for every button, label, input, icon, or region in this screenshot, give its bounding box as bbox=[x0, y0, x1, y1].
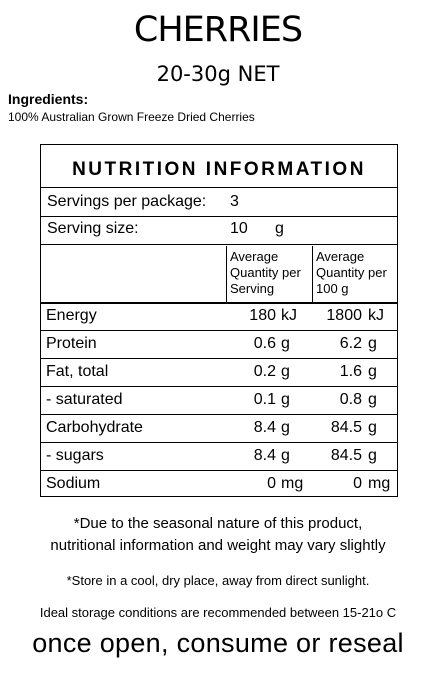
column-header-line: 100 g bbox=[316, 281, 349, 296]
storage-conditions-note: Ideal storage conditions are recommended… bbox=[39, 605, 397, 620]
row-unit-100g: g bbox=[368, 419, 377, 436]
row-unit-100g: g bbox=[368, 363, 377, 380]
row-value-serving: 180 bbox=[249, 307, 276, 324]
row-value-100g: 84.5 bbox=[330, 419, 362, 436]
column-header-line: Average bbox=[316, 249, 365, 264]
row-unit-serving: g bbox=[281, 335, 290, 352]
row-divider bbox=[41, 330, 397, 331]
row-divider bbox=[41, 470, 397, 471]
servings-label: Servings per package: bbox=[47, 193, 207, 210]
row-value-serving: 8.4 bbox=[253, 419, 276, 436]
row-label: Energy bbox=[46, 307, 97, 324]
nutrition-title: NUTRITION INFORMATION bbox=[72, 159, 366, 180]
row-value-serving: 8.4 bbox=[253, 447, 276, 464]
ingredients-title: Ingredients: bbox=[8, 91, 89, 107]
divider bbox=[41, 244, 397, 245]
row-unit-100g: g bbox=[368, 335, 377, 352]
row-unit-serving: g bbox=[281, 419, 290, 436]
row-value-serving: 0.1 bbox=[253, 391, 276, 408]
row-unit-100g: g bbox=[368, 447, 377, 464]
row-value-100g: 0.8 bbox=[339, 391, 362, 408]
seasonal-note-line: *Due to the seasonal nature of this prod… bbox=[73, 515, 363, 532]
row-unit-100g: g bbox=[368, 391, 377, 408]
column-divider bbox=[226, 246, 227, 302]
row-unit-serving: g bbox=[281, 363, 290, 380]
row-label: - saturated bbox=[46, 391, 123, 408]
row-value-100g: 6.2 bbox=[339, 335, 362, 352]
divider bbox=[41, 187, 397, 188]
seasonal-note-line: nutritional information and weight may v… bbox=[50, 537, 386, 554]
row-label: Fat, total bbox=[46, 363, 109, 380]
net-weight: 20-30g NET bbox=[156, 62, 280, 86]
row-divider bbox=[41, 414, 397, 415]
divider bbox=[41, 216, 397, 217]
row-label: Protein bbox=[46, 335, 97, 352]
row-divider bbox=[41, 442, 397, 443]
reseal-note: once open, consume or reseal bbox=[32, 628, 404, 658]
row-unit-serving: mg bbox=[281, 475, 304, 492]
column-header-line: Serving bbox=[230, 281, 275, 296]
column-divider bbox=[312, 246, 313, 302]
row-divider bbox=[41, 358, 397, 359]
row-value-serving: 0.2 bbox=[253, 363, 276, 380]
row-divider bbox=[41, 386, 397, 387]
row-value-serving: 0 bbox=[267, 475, 276, 492]
row-label: - sugars bbox=[46, 447, 104, 464]
product-name: CHERRIES bbox=[133, 10, 303, 50]
seasonal-note: *Due to the seasonal nature of this prod… bbox=[0, 513, 436, 557]
row-value-serving: 0.6 bbox=[253, 335, 276, 352]
serving-size-unit: g bbox=[275, 220, 284, 237]
row-unit-100g: kJ bbox=[368, 307, 384, 324]
nutrition-panel: NUTRITION INFORMATION Servings per packa… bbox=[40, 144, 398, 497]
column-header-line: Quantity per bbox=[230, 265, 301, 280]
row-label: Carbohydrate bbox=[46, 419, 143, 436]
row-unit-serving: g bbox=[281, 391, 290, 408]
serving-size-label: Serving size: bbox=[47, 220, 139, 237]
row-value-100g: 84.5 bbox=[330, 447, 362, 464]
row-label: Sodium bbox=[46, 475, 101, 492]
row-unit-100g: mg bbox=[368, 475, 391, 492]
ingredients-text: 100% Australian Grown Freeze Dried Cherr… bbox=[8, 110, 255, 124]
column-header-serving: Average Quantity per Serving bbox=[230, 249, 301, 297]
storage-note: *Store in a cool, dry place, away from d… bbox=[66, 573, 370, 588]
divider bbox=[41, 302, 397, 304]
servings-value: 3 bbox=[230, 193, 239, 210]
column-header-line: Quantity per bbox=[316, 265, 387, 280]
serving-size-value: 10 bbox=[230, 220, 248, 237]
column-header-line: Average bbox=[230, 249, 279, 264]
row-unit-serving: g bbox=[281, 447, 290, 464]
row-unit-serving: kJ bbox=[281, 307, 297, 324]
row-value-100g: 0 bbox=[353, 475, 362, 492]
row-value-100g: 1.6 bbox=[339, 363, 362, 380]
column-header-100g: Average Quantity per 100 g bbox=[316, 249, 387, 297]
row-value-100g: 1800 bbox=[326, 307, 362, 324]
